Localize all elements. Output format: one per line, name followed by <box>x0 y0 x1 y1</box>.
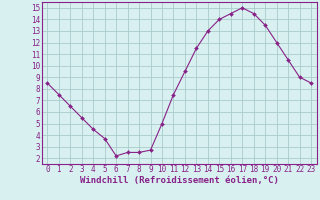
X-axis label: Windchill (Refroidissement éolien,°C): Windchill (Refroidissement éolien,°C) <box>80 176 279 185</box>
